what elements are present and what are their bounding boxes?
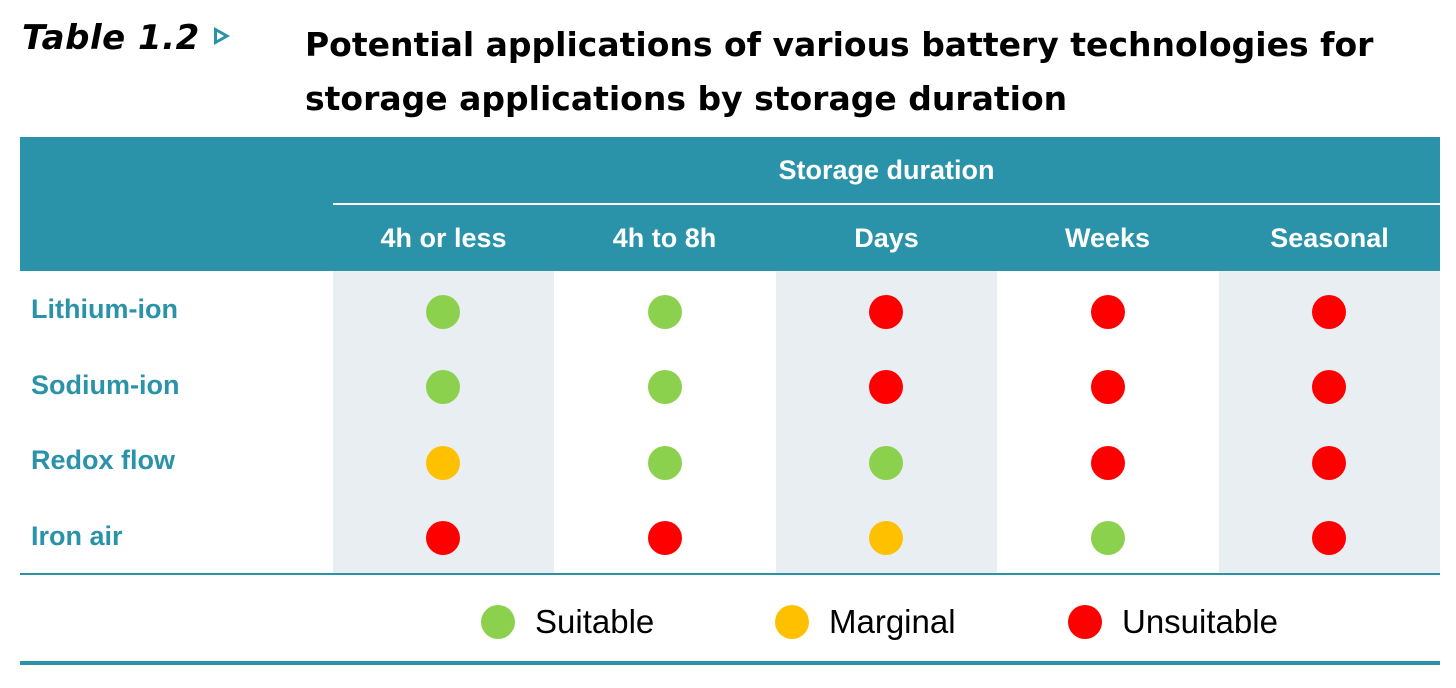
table-end-rule bbox=[20, 661, 1440, 665]
rating-dot-unsuitable-icon bbox=[1091, 446, 1125, 480]
column-header-4h-to-8h: 4h to 8h bbox=[612, 222, 717, 253]
rating-dot-suitable-icon bbox=[426, 370, 460, 404]
rating-dot-unsuitable-icon bbox=[426, 521, 460, 555]
rating-dot-unsuitable-icon bbox=[648, 521, 682, 555]
legend-item-marginal: Marginal bbox=[775, 600, 956, 644]
rating-dot-unsuitable-icon bbox=[1312, 295, 1346, 329]
row-label-lithium-ion: Lithium-ion bbox=[31, 294, 178, 324]
rating-dot-marginal-icon bbox=[869, 521, 903, 555]
row-label-sodium-ion: Sodium-ion bbox=[31, 370, 180, 400]
table-title: Potential applications of various batter… bbox=[305, 25, 1374, 118]
table-label: Table 1.2 bbox=[22, 18, 230, 58]
column-header-4h-or-less: 4h or less bbox=[380, 222, 507, 253]
legend-label-marginal: Marginal bbox=[829, 603, 956, 640]
column-header-days: Days bbox=[854, 222, 919, 253]
rating-dot-suitable-icon bbox=[869, 446, 903, 480]
rating-dot-suitable-icon bbox=[648, 295, 682, 329]
header-divider bbox=[333, 203, 1440, 205]
table-bottom-rule bbox=[20, 573, 1440, 575]
column-header-weeks: Weeks bbox=[1064, 222, 1151, 253]
column-group-header: Storage duration bbox=[778, 154, 995, 185]
legend-label-unsuitable: Unsuitable bbox=[1122, 603, 1278, 640]
legend-label-suitable: Suitable bbox=[535, 603, 655, 640]
table-number: Table 1.2 bbox=[22, 18, 200, 58]
column-header-seasonal: Seasonal bbox=[1270, 222, 1389, 253]
rating-dot-unsuitable-icon bbox=[1312, 370, 1346, 404]
rating-dot-unsuitable-icon bbox=[869, 295, 903, 329]
legend-item-suitable: Suitable bbox=[481, 600, 654, 644]
rating-dot-unsuitable-icon bbox=[869, 370, 903, 404]
rating-dot-unsuitable-icon bbox=[1091, 370, 1125, 404]
rating-dot-suitable-icon bbox=[648, 446, 682, 480]
rating-dot-suitable-icon bbox=[426, 295, 460, 329]
rating-dot-unsuitable-icon bbox=[1091, 295, 1125, 329]
rating-dot-suitable-icon bbox=[1091, 521, 1125, 555]
rating-dot-unsuitable-icon bbox=[1312, 521, 1346, 555]
legend-dot-suitable-icon bbox=[481, 605, 515, 639]
legend-dot-marginal-icon bbox=[775, 605, 809, 639]
row-label-redox-flow: Redox flow bbox=[31, 445, 176, 475]
legend-dot-unsuitable-icon bbox=[1068, 605, 1102, 639]
legend-item-unsuitable: Unsuitable bbox=[1068, 600, 1278, 644]
rating-dot-unsuitable-icon bbox=[1312, 446, 1346, 480]
row-label-iron-air: Iron air bbox=[31, 521, 123, 551]
rating-dot-marginal-icon bbox=[426, 446, 460, 480]
rating-dot-suitable-icon bbox=[648, 370, 682, 404]
triangle-arrow-icon bbox=[213, 27, 230, 45]
